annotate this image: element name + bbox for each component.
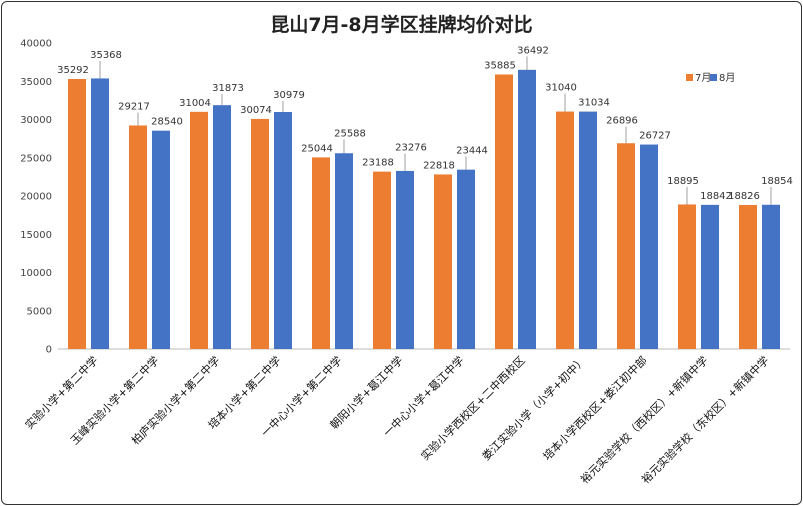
y-tick-label: 30000	[20, 115, 52, 126]
chart-title: 昆山7月-8月学区挂牌均价对比	[270, 14, 533, 36]
bar-august	[152, 130, 170, 349]
legend-swatch-august	[710, 74, 717, 81]
data-label: 36492	[517, 45, 549, 56]
y-tick-label: 40000	[20, 39, 52, 50]
legend-swatch-july	[686, 74, 693, 81]
data-label: 22818	[423, 160, 455, 171]
data-label: 31004	[179, 98, 211, 109]
bar-july	[617, 143, 635, 349]
bar-july	[312, 157, 330, 349]
bar-july	[678, 204, 696, 349]
x-category-label: 培本小学西校区+娄江初中部	[540, 353, 650, 463]
data-label: 18854	[761, 176, 793, 187]
data-label: 35292	[57, 65, 89, 76]
bar-july	[495, 74, 513, 350]
data-label: 30979	[273, 90, 305, 101]
y-tick-label: 5000	[27, 306, 52, 317]
data-label: 30074	[240, 105, 272, 116]
bar-july	[739, 204, 757, 349]
bar-july	[129, 125, 147, 349]
bar-august	[518, 69, 536, 350]
bar-july	[68, 79, 86, 349]
data-label: 29217	[118, 102, 150, 113]
bar-august	[91, 78, 109, 349]
data-label: 35885	[484, 60, 516, 71]
y-tick-label: 0	[46, 345, 52, 356]
y-tick-label: 25000	[20, 153, 52, 164]
bar-august	[274, 112, 292, 349]
legend-label: 8月	[719, 72, 735, 84]
x-category-label: 裕元实验学校（东校区）+新镇中学	[639, 353, 772, 486]
bar-august	[579, 111, 597, 349]
x-category-label: 裕元实验学校（西校区）+新镇中学	[578, 353, 711, 486]
y-tick-label: 15000	[20, 230, 52, 241]
x-category-label: 娄江实验小学（小学+初中）	[479, 353, 589, 463]
bar-july	[190, 111, 208, 349]
data-label: 26896	[606, 116, 638, 127]
data-label: 31873	[212, 83, 244, 94]
bar-august	[335, 153, 353, 349]
data-label: 25044	[301, 143, 333, 154]
bar-august	[701, 204, 719, 349]
y-tick-label: 35000	[20, 77, 52, 88]
data-label: 31040	[545, 83, 577, 94]
data-label: 18895	[667, 176, 699, 187]
data-label: 25588	[334, 128, 366, 139]
bar-august	[640, 144, 658, 349]
bar-july	[251, 118, 269, 349]
data-label: 18826	[728, 191, 760, 202]
bar-august	[457, 169, 475, 349]
data-label: 23188	[362, 158, 394, 169]
x-category-label: 实验小学西校区+二中西校区	[418, 353, 528, 463]
bar-august	[213, 105, 231, 350]
data-label: 26727	[639, 131, 671, 142]
bar-august	[396, 170, 414, 349]
data-label: 18842	[700, 191, 732, 202]
bar-july	[556, 111, 574, 349]
bar-july	[373, 171, 391, 349]
bar-august	[762, 204, 780, 349]
data-label: 23444	[456, 145, 488, 156]
data-label: 35368	[90, 50, 122, 61]
legend-label: 7月	[695, 72, 711, 84]
data-label: 31034	[578, 98, 610, 109]
data-label: 28540	[151, 117, 183, 128]
y-tick-label: 20000	[20, 192, 52, 203]
y-tick-label: 10000	[20, 268, 52, 279]
bar-july	[434, 174, 452, 349]
data-label: 23276	[395, 143, 427, 154]
